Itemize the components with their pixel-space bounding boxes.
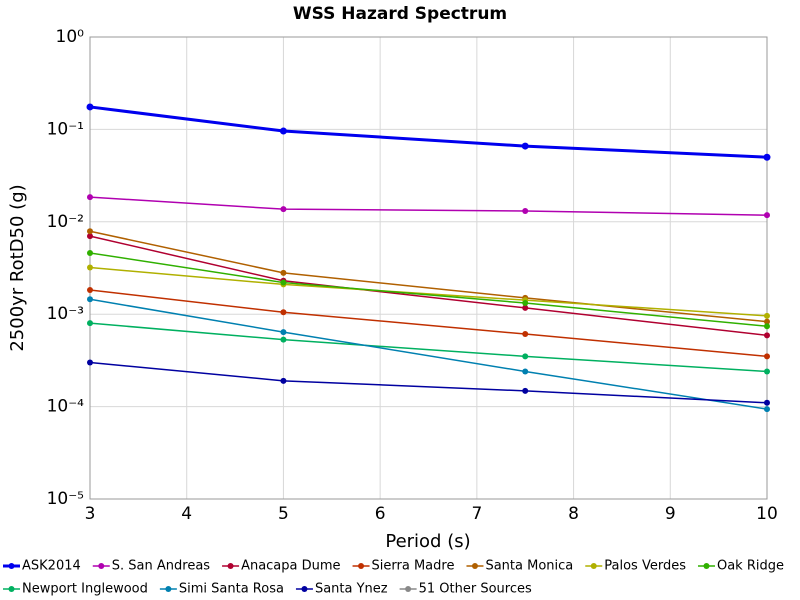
data-point: [764, 406, 770, 413]
data-point: [87, 233, 93, 240]
x-tick-label: 6: [375, 504, 386, 524]
legend-swatch-dot: [471, 563, 478, 569]
data-point: [522, 300, 529, 307]
data-point: [521, 142, 529, 150]
data-point: [764, 312, 770, 319]
legend-label: Oak Ridge: [717, 559, 784, 574]
chart-title: WSS Hazard Spectrum: [293, 4, 507, 24]
series-line: [89, 322, 768, 373]
data-point: [87, 286, 93, 293]
data-point: [522, 304, 529, 311]
y-axis-label: 2500yr RotD50 (g): [7, 184, 28, 351]
x-tick-label: 7: [471, 504, 482, 524]
data-point: [87, 264, 93, 271]
data-point: [522, 207, 529, 214]
data-point: [87, 194, 93, 201]
data-point: [522, 368, 529, 375]
data-point: [87, 296, 93, 303]
legend-label: Santa Ynez: [315, 582, 388, 597]
data-point: [87, 359, 93, 366]
data-point: [279, 127, 287, 135]
data-point: [87, 249, 93, 256]
data-point: [86, 103, 94, 111]
legend-label: Palos Verdes: [604, 559, 686, 574]
data-point: [280, 309, 287, 316]
legend-label: 51 Other Sources: [419, 582, 532, 597]
y-tick-label: 10⁻¹: [47, 119, 84, 139]
legend-swatch-dot: [301, 586, 308, 592]
data-point: [522, 387, 529, 394]
series-line: [89, 289, 768, 358]
data-point: [87, 228, 93, 235]
x-tick-label: 5: [278, 504, 289, 524]
series-line: [89, 105, 768, 159]
series-line: [89, 230, 768, 323]
data-point: [280, 279, 287, 286]
data-point: [764, 399, 770, 406]
y-tick-label: 10⁻²: [47, 212, 84, 232]
series-line: [89, 252, 768, 328]
data-point: [280, 329, 287, 336]
series-line: [89, 298, 768, 410]
legend-swatch-dot: [98, 563, 105, 569]
data-point: [764, 323, 770, 330]
y-tick-label: 10⁻⁴: [47, 397, 85, 417]
data-point: [764, 318, 770, 325]
legend-label: Simi Santa Rosa: [179, 582, 284, 597]
y-tick-label: 10⁻⁵: [47, 489, 84, 509]
data-point: [764, 368, 770, 375]
legend-label: Sierra Madre: [372, 559, 455, 574]
y-tick-label: 10⁻³: [47, 304, 84, 324]
data-point: [280, 269, 287, 276]
data-point: [280, 377, 287, 384]
data-point: [764, 353, 770, 360]
x-tick-label: 3: [85, 504, 96, 524]
x-tick-label: 4: [181, 504, 192, 524]
data-point: [764, 332, 770, 339]
data-point: [763, 153, 771, 161]
legend-swatch-dot: [358, 563, 365, 569]
legend-label: S. San Andreas: [112, 559, 211, 574]
legend-label: ASK2014: [22, 559, 81, 574]
legend-swatch-dot: [165, 586, 172, 592]
legend-swatch-dot: [8, 563, 15, 569]
y-tick-label: 10⁰: [56, 27, 85, 47]
series-line: [89, 361, 768, 404]
data-point: [764, 212, 770, 219]
series-line: [89, 196, 768, 216]
data-point: [280, 206, 287, 213]
data-point: [280, 336, 287, 343]
plot-area: [90, 37, 767, 499]
x-axis-label: Period (s): [385, 531, 470, 552]
data-point: [522, 353, 529, 360]
legend-swatch-dot: [227, 563, 234, 569]
legend-label: Newport Inglewood: [22, 582, 148, 597]
data-point: [87, 320, 93, 327]
legend-swatch-dot: [590, 563, 597, 569]
x-tick-label: 10: [756, 504, 778, 524]
x-tick-label: 9: [665, 504, 676, 524]
legend-swatch-dot: [703, 563, 710, 569]
data-point: [522, 331, 529, 338]
legend-swatch-dot: [8, 586, 15, 592]
legend-label: Anacapa Dume: [241, 559, 340, 574]
legend-label: Santa Monica: [485, 559, 573, 574]
legend-swatch-dot: [405, 586, 412, 592]
series-line: [89, 235, 768, 337]
x-tick-label: 8: [568, 504, 579, 524]
